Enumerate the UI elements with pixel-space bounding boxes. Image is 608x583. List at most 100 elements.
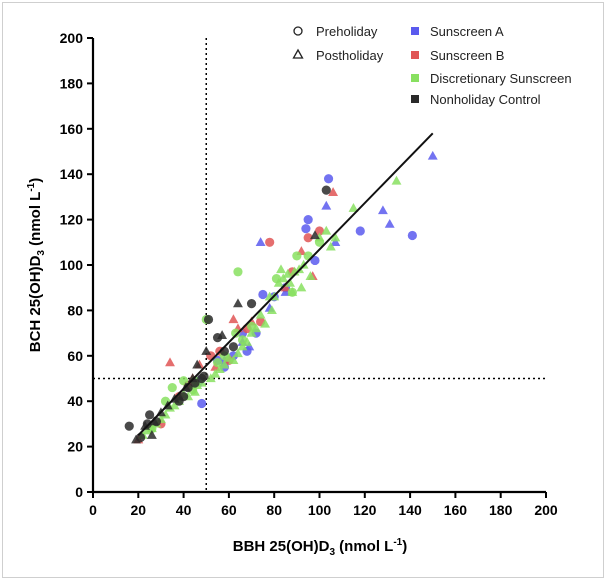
legend-nonholiday-control-label: Nonholiday Control [430, 92, 541, 107]
y-tick-label-80: 80 [67, 302, 83, 318]
point-discretionary-sunscreen-postholiday-21 [219, 359, 230, 369]
point-nonholiday-control-postholiday-13 [131, 434, 141, 444]
point-sunscreen-a-preholiday-16 [310, 255, 320, 266]
point-discretionary-sunscreen-postholiday-7 [282, 268, 293, 278]
point-discretionary-sunscreen-preholiday-7 [212, 358, 223, 368]
point-discretionary-sunscreen-postholiday-11 [266, 305, 277, 315]
point-sunscreen-a-preholiday-8 [407, 230, 417, 241]
x-tick-label-40: 40 [176, 502, 192, 518]
point-discretionary-sunscreen-postholiday-40 [294, 264, 305, 274]
point-discretionary-sunscreen-preholiday-0 [233, 267, 243, 277]
legend: Preholiday Postholiday Sunscreen A Sunscree… [292, 24, 572, 107]
point-discretionary-sunscreen-postholiday-39 [285, 277, 295, 287]
point-nonholiday-control-postholiday-14 [146, 430, 157, 439]
point-sunscreen-a-preholiday-0 [197, 398, 207, 409]
legend-postholiday-marker-icon [292, 48, 304, 59]
point-discretionary-sunscreen-postholiday-5 [298, 259, 309, 269]
point-discretionary-sunscreen-postholiday-17 [237, 341, 248, 351]
legend-sunscreen-a-swatch-icon [411, 27, 419, 35]
legend-postholiday-label: Postholiday [316, 48, 384, 63]
y-tick-label-40: 40 [67, 393, 83, 409]
point-discretionary-sunscreen-postholiday-19 [228, 355, 239, 364]
tick-labels: 0 20 40 60 80 100 120 140 160 180 200 0 20 40 60 80 100 1… [60, 30, 558, 518]
y-tick-label-180: 180 [60, 75, 84, 91]
x-tick-label-0: 0 [89, 502, 97, 518]
point-sunscreen-a-postholiday-2 [384, 218, 395, 228]
legend-preholiday-marker-icon [293, 26, 303, 36]
point-sunscreen-a-postholiday-11 [244, 341, 255, 351]
point-sunscreen-b-postholiday-6 [228, 314, 239, 324]
point-sunscreen-a-postholiday-0 [427, 150, 438, 160]
point-discretionary-sunscreen-preholiday-12 [231, 328, 241, 338]
point-nonholiday-control-preholiday-7 [145, 410, 155, 420]
point-sunscreen-b-preholiday-2 [303, 233, 313, 243]
point-discretionary-sunscreen-postholiday-42 [325, 241, 336, 251]
fit-line [137, 132, 434, 436]
point-nonholiday-control-postholiday-2 [217, 330, 228, 340]
point-discretionary-sunscreen-postholiday-0 [391, 175, 402, 185]
point-discretionary-sunscreen-postholiday-13 [255, 309, 266, 319]
y-tick-label-160: 160 [60, 121, 84, 137]
point-sunscreen-a-postholiday-4 [330, 237, 341, 246]
x-tick-label-160: 160 [444, 502, 468, 518]
x-tick-label-80: 80 [266, 502, 282, 518]
y-tick-label-120: 120 [60, 212, 84, 228]
axes [87, 37, 547, 498]
point-sunscreen-a-postholiday-3 [321, 200, 332, 210]
point-discretionary-sunscreen-preholiday-13 [292, 251, 302, 261]
point-discretionary-sunscreen-postholiday-12 [260, 318, 271, 328]
x-tick-label-60: 60 [221, 502, 237, 518]
point-nonholiday-control-postholiday-11 [149, 416, 160, 426]
y-tick-label-60: 60 [67, 348, 83, 364]
y-tick-label-140: 140 [60, 166, 84, 182]
point-sunscreen-b-postholiday-0 [165, 357, 175, 367]
point-discretionary-sunscreen-postholiday-18 [233, 348, 243, 358]
legend-sunscreen-b-label: Sunscreen B [430, 48, 504, 63]
x-tick-label-180: 180 [489, 502, 513, 518]
point-nonholiday-control-postholiday-3 [201, 346, 212, 355]
data-points [124, 150, 438, 444]
point-discretionary-sunscreen-postholiday-16 [242, 336, 252, 346]
x-tick-label-140: 140 [398, 502, 422, 518]
point-discretionary-sunscreen-postholiday-15 [246, 327, 257, 337]
point-discretionary-sunscreen-postholiday-24 [205, 373, 216, 383]
point-discretionary-sunscreen-postholiday-14 [251, 323, 262, 333]
point-nonholiday-control-preholiday-15 [197, 373, 207, 384]
point-sunscreen-a-preholiday-7 [355, 226, 365, 236]
reference-lines [93, 38, 546, 492]
x-tick-label-120: 120 [353, 502, 377, 518]
point-sunscreen-a-postholiday-1 [377, 205, 388, 215]
point-discretionary-sunscreen-postholiday-27 [189, 386, 200, 396]
point-nonholiday-control-preholiday-8 [124, 421, 134, 431]
point-discretionary-sunscreen-postholiday-41 [314, 232, 325, 242]
point-discretionary-sunscreen-postholiday-9 [273, 277, 284, 287]
point-discretionary-sunscreen-postholiday-8 [278, 273, 289, 283]
legend-discretionary-sunscreen-label: Discretionary Sunscreen [430, 71, 572, 86]
point-sunscreen-b-preholiday-1 [314, 226, 325, 236]
point-discretionary-sunscreen-postholiday-22 [214, 364, 225, 374]
point-discretionary-sunscreen-postholiday-23 [210, 368, 221, 378]
legend-discretionary-sunscreen-swatch-icon [411, 74, 419, 82]
legend-preholiday-label: Preholiday [316, 24, 378, 39]
x-tick-label-200: 200 [534, 502, 558, 518]
point-nonholiday-control-preholiday-2 [246, 298, 257, 309]
point-nonholiday-control-preholiday-1 [203, 314, 214, 325]
point-discretionary-sunscreen-postholiday-2 [330, 232, 341, 242]
legend-sunscreen-a-label: Sunscreen A [430, 24, 504, 39]
point-discretionary-sunscreen-postholiday-45 [296, 282, 307, 292]
y-tick-label-100: 100 [60, 257, 84, 273]
x-axis-title: BBH 25(OH)D3 (nmol L-1) [233, 537, 407, 558]
point-nonholiday-control-postholiday-1 [233, 298, 243, 308]
point-nonholiday-control-preholiday-10 [228, 342, 239, 352]
point-nonholiday-control-postholiday-0 [310, 230, 320, 240]
point-discretionary-sunscreen-postholiday-33 [160, 409, 171, 419]
legend-sunscreen-b-swatch-icon [411, 51, 419, 59]
point-nonholiday-control-postholiday-4 [192, 359, 203, 369]
point-sunscreen-b-preholiday-0 [265, 237, 275, 247]
point-sunscreen-a-preholiday-5 [303, 215, 313, 225]
y-tick-label-20: 20 [67, 439, 83, 455]
point-nonholiday-control-postholiday-5 [187, 373, 198, 383]
x-tick-label-20: 20 [131, 502, 147, 518]
point-sunscreen-a-preholiday-3 [258, 289, 268, 300]
